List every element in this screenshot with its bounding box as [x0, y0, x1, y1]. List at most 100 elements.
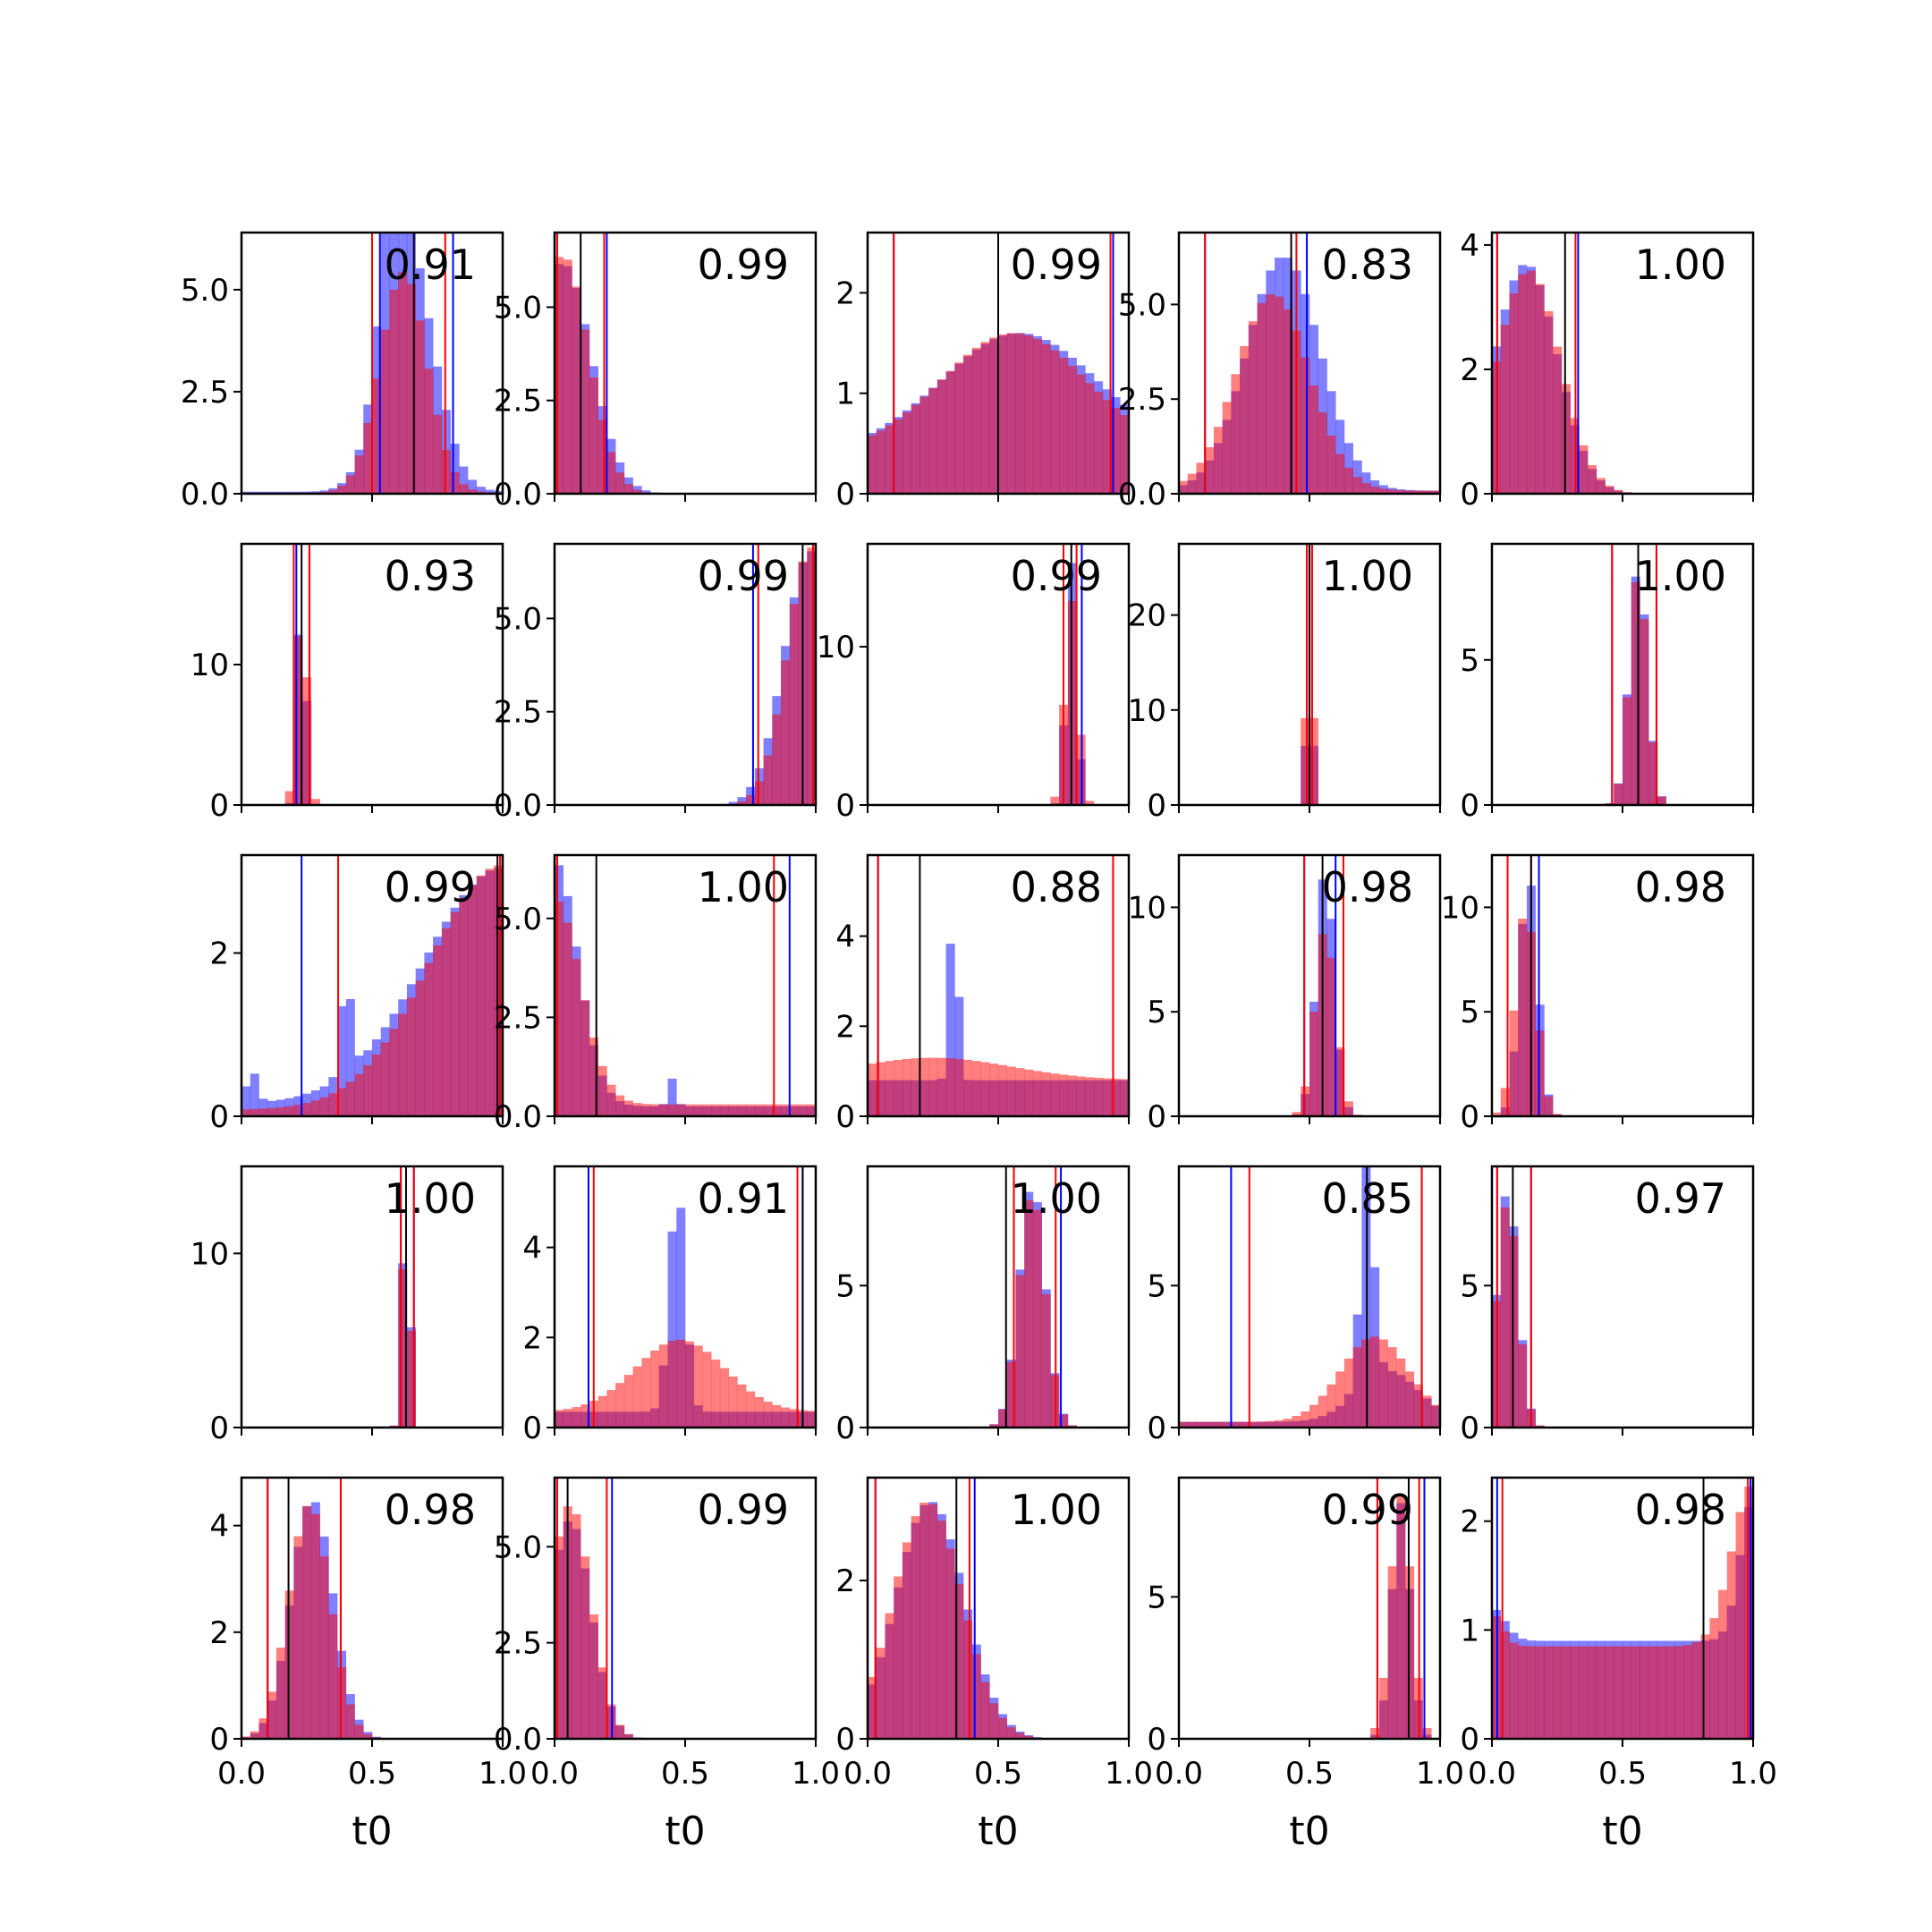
red-histogram-bar [980, 1062, 990, 1116]
red-histogram-bar [876, 1062, 886, 1116]
red-histogram-bar [754, 1104, 764, 1116]
y-tick-label: 0 [209, 1099, 229, 1135]
y-tick-label: 10 [1128, 890, 1166, 926]
red-histogram-bar [632, 489, 642, 494]
red-histogram-bar [1292, 1416, 1301, 1428]
red-histogram-bar [737, 1104, 747, 1116]
red-histogram-bar [1231, 374, 1241, 494]
red-histogram-bar [1085, 1077, 1095, 1116]
red-histogram-bar [1240, 1421, 1250, 1428]
red-histogram-bar [702, 1352, 712, 1428]
red-histogram-bar [1378, 1677, 1388, 1739]
red-histogram-bar [1605, 1646, 1614, 1739]
red-histogram-bar [606, 1390, 616, 1428]
y-tick-label: 0.0 [181, 477, 229, 513]
blue-histogram-bar [676, 1208, 686, 1428]
red-histogram-bar [597, 1065, 607, 1116]
y-tick-label: 0 [835, 1722, 855, 1758]
red-histogram-bar [468, 885, 478, 1116]
red-histogram-bar [746, 1391, 756, 1428]
red-histogram-bar [746, 795, 756, 805]
red-histogram-bar [1179, 480, 1189, 494]
y-tick-label: 0 [1460, 1411, 1479, 1446]
red-histogram-bar [615, 1724, 625, 1739]
x-tick-label: 0.0 [843, 1756, 892, 1792]
red-histogram-bar [1579, 1646, 1589, 1739]
x-tick-label: 0.5 [661, 1756, 709, 1792]
y-tick-label: 5.0 [494, 1530, 542, 1565]
panel-score-label: 1.00 [1011, 1174, 1102, 1223]
red-histogram-bar [1024, 335, 1034, 494]
red-histogram-bar [1102, 1078, 1112, 1116]
red-histogram-bar [563, 1409, 572, 1428]
x-axis-label: t0 [1289, 1809, 1329, 1854]
blue-histogram-bar [476, 487, 486, 494]
red-histogram-bar [746, 1104, 756, 1116]
y-tick-label: 2.5 [181, 375, 229, 411]
red-histogram-bar [597, 1395, 607, 1428]
y-tick-label: 0 [835, 477, 855, 513]
red-histogram-bar [1718, 1589, 1728, 1739]
red-histogram-bar [328, 489, 338, 494]
y-tick-label: 0 [1460, 1099, 1479, 1135]
red-histogram-bar [1492, 1112, 1502, 1116]
red-histogram-bar [1024, 1069, 1034, 1116]
red-histogram-bar [1275, 296, 1284, 494]
x-tick-label: 0.5 [1598, 1756, 1647, 1792]
y-tick-label: 2.5 [494, 1000, 542, 1036]
panel-score-label: 0.99 [698, 241, 789, 289]
x-tick-label: 0.5 [1285, 1756, 1334, 1792]
red-histogram-bar [319, 1555, 329, 1739]
red-histogram-bar [685, 1341, 695, 1428]
red-histogram-bar [372, 378, 382, 494]
red-histogram-bar [406, 1330, 416, 1428]
red-histogram-bar [807, 1411, 817, 1428]
red-histogram-bar [1553, 1646, 1563, 1739]
red-histogram-bar [1335, 453, 1345, 494]
red-histogram-bar [1370, 1728, 1380, 1739]
panel-score-label: 1.00 [698, 863, 789, 911]
y-tick-label: 5 [835, 1268, 855, 1304]
panel-score-label: 0.83 [1322, 241, 1413, 289]
red-histogram-bar [1032, 1071, 1042, 1116]
red-histogram-bar [606, 452, 616, 494]
red-histogram-bar [1111, 1079, 1121, 1116]
red-histogram-bar [902, 1058, 911, 1116]
red-histogram-bar [293, 1536, 303, 1739]
red-histogram-bar [1205, 1421, 1215, 1428]
red-histogram-bar [363, 422, 373, 494]
red-histogram-bar [1179, 1421, 1189, 1428]
histogram-panel: 0 10 1.00 [191, 1165, 504, 1446]
red-histogram-bar [911, 1058, 920, 1116]
red-histogram-bar [728, 1104, 738, 1116]
red-histogram-bar [650, 1350, 660, 1428]
red-histogram-bar [1648, 742, 1658, 805]
red-histogram-bar [310, 1513, 320, 1739]
red-histogram-bar [1094, 391, 1104, 494]
red-histogram-bar [302, 1505, 312, 1739]
red-histogram-bar [641, 1104, 651, 1116]
red-histogram-bar [1266, 1420, 1275, 1428]
x-tick-label: 1.0 [792, 1756, 840, 1792]
red-histogram-bar [476, 875, 486, 1116]
red-histogram-bar [1500, 1088, 1510, 1116]
red-histogram-bar [1257, 302, 1267, 494]
red-histogram-bar [1032, 339, 1042, 494]
red-histogram-bar [345, 475, 355, 494]
red-histogram-bar [1535, 1646, 1545, 1739]
panel-score-label: 0.93 [385, 552, 476, 600]
red-histogram-bar [719, 1104, 729, 1116]
red-histogram-bar [258, 1108, 268, 1116]
red-histogram-bar [781, 1407, 791, 1428]
red-histogram-bar [1674, 1646, 1684, 1739]
red-histogram-bar [1266, 294, 1275, 494]
red-histogram-bar [1343, 467, 1353, 494]
histogram-panel: 0 5 10 0.98 [1128, 853, 1442, 1135]
red-histogram-bar [807, 1104, 817, 1116]
red-histogram-bar [711, 1104, 721, 1116]
red-histogram-bar [1111, 407, 1121, 494]
red-histogram-bar [772, 1404, 782, 1428]
red-histogram-bar [1050, 350, 1060, 494]
blue-histogram-bar [641, 490, 651, 494]
red-histogram-bar [1222, 1421, 1232, 1428]
